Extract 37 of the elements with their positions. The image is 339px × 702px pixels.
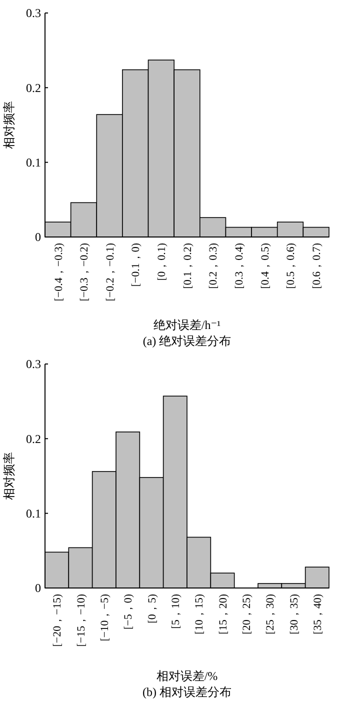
text: (b) 相对误差分布 <box>142 685 232 699</box>
x-tick-label: [0，0.1) <box>156 242 168 281</box>
x-tick-label: [−0.1，0) <box>130 242 142 287</box>
y-axis-title: 相对频率 <box>2 101 16 149</box>
y-tick-label: 0.3 <box>26 6 41 20</box>
y-tick-label: 0 <box>35 581 41 596</box>
x-tick-label: [−15，−10) <box>75 594 88 647</box>
x-tick-label: [0.2，0.3) <box>208 242 220 289</box>
x-tick-label: [15，20) <box>217 594 230 634</box>
x-axis-title: 绝对误差/h⁻¹ <box>153 318 222 332</box>
x-tick-label: [0.6，0.7) <box>310 242 323 289</box>
x-tick-label: [−0.2，−0.1) <box>104 242 116 302</box>
y-tick-label: 0.2 <box>26 432 41 446</box>
x-tick-label: [−0.3，−0.2) <box>78 242 91 302</box>
y-tick-label: 0.3 <box>26 357 41 372</box>
x-tick-label: [30，35) <box>288 594 300 634</box>
x-tick-label: [0，5) <box>146 594 158 624</box>
x-tick-label: [20，25) <box>241 594 254 634</box>
y-tick-label: 0.2 <box>26 80 41 95</box>
x-axis-title: 相对误差/% <box>156 669 218 683</box>
x-tick-label: [−5，0) <box>122 594 135 630</box>
y-tick-label: 0 <box>35 230 41 244</box>
x-tick-label: [35，40) <box>312 594 324 634</box>
x-tick-label: [0.3，0.4) <box>233 242 246 289</box>
x-tick-label: [0.4，0.5) <box>259 242 272 289</box>
x-tick-label: [10，15) <box>194 594 206 634</box>
y-tick-label: 0.1 <box>26 156 41 170</box>
x-tick-label: [−10，−5) <box>99 594 112 642</box>
y-tick-label: 0.1 <box>26 506 41 521</box>
y-axis-title: 相对频率 <box>2 452 16 500</box>
x-tick-label: [0.5，0.6) <box>285 242 298 289</box>
x-tick-label: [0.1，0.2) <box>182 242 194 289</box>
x-tick-label: [−20，−15) <box>52 594 64 647</box>
x-tick-label: [−0.4，−0.3) <box>52 242 65 302</box>
x-tick-label: [25，30) <box>264 594 277 634</box>
text: (a) 绝对误差分布 <box>142 334 232 348</box>
x-tick-label: [5，10) <box>170 594 182 629</box>
